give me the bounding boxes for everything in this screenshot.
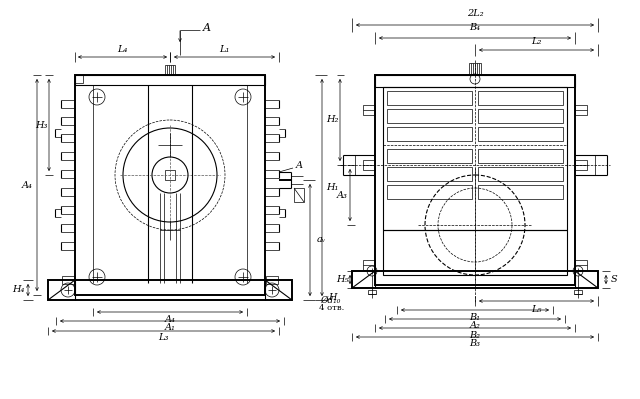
Text: B₂: B₂ [470, 330, 481, 340]
Text: A: A [203, 23, 211, 33]
Bar [75, 75, 83, 83]
Bar [363, 260, 375, 270]
Bar [387, 91, 472, 105]
Bar [387, 109, 472, 123]
Bar [387, 167, 472, 181]
Text: aᵥ: aᵥ [316, 235, 326, 245]
Text: H₃: H₃ [35, 120, 47, 130]
Bar [165, 65, 175, 75]
Bar [383, 230, 567, 275]
Bar [478, 167, 563, 181]
Bar [62, 276, 74, 284]
Bar [387, 185, 472, 199]
Text: Ød₁₀: Ød₁₀ [320, 296, 340, 304]
Bar [387, 149, 472, 163]
Text: A₁: A₁ [164, 324, 175, 332]
Text: L₂: L₂ [531, 38, 541, 47]
Text: H₅: H₅ [336, 275, 348, 284]
Text: 4 отв.: 4 отв. [319, 304, 344, 312]
Text: A₄: A₄ [22, 180, 33, 190]
Text: B₁: B₁ [470, 312, 481, 322]
Text: A: A [296, 162, 303, 170]
Bar [478, 91, 563, 105]
Bar [368, 290, 376, 294]
Bar [478, 149, 563, 163]
Bar [294, 188, 304, 202]
Bar [383, 87, 567, 230]
Bar [375, 75, 575, 285]
Text: L₄: L₄ [117, 45, 128, 55]
Bar [478, 127, 563, 141]
Bar [352, 271, 598, 288]
Bar [478, 185, 563, 199]
Text: L₅: L₅ [531, 304, 541, 314]
Bar [387, 127, 472, 141]
Text: 2L₂: 2L₂ [467, 10, 483, 18]
Bar [363, 105, 375, 115]
Text: L₁: L₁ [220, 45, 230, 55]
Text: H: H [328, 293, 336, 302]
Bar [266, 276, 278, 284]
Bar [375, 75, 575, 87]
Text: H₂: H₂ [326, 115, 338, 124]
Bar [363, 160, 375, 170]
Bar [575, 105, 587, 115]
Bar [575, 260, 587, 270]
Bar [165, 170, 175, 180]
Text: B₄: B₄ [470, 24, 481, 32]
Bar [75, 75, 265, 85]
Text: A₂: A₂ [470, 322, 481, 330]
Text: L₃: L₃ [158, 334, 169, 342]
Bar [75, 75, 265, 295]
Text: A₃: A₃ [337, 190, 348, 200]
Bar [478, 109, 563, 123]
Bar [575, 160, 587, 170]
Text: H₁: H₁ [326, 183, 338, 192]
Bar [574, 290, 582, 294]
Bar [469, 63, 481, 75]
Text: A₄: A₄ [164, 314, 175, 324]
Text: S: S [611, 275, 618, 284]
Text: B₃: B₃ [470, 340, 481, 348]
Text: H₄: H₄ [12, 286, 24, 294]
Bar [48, 280, 292, 300]
